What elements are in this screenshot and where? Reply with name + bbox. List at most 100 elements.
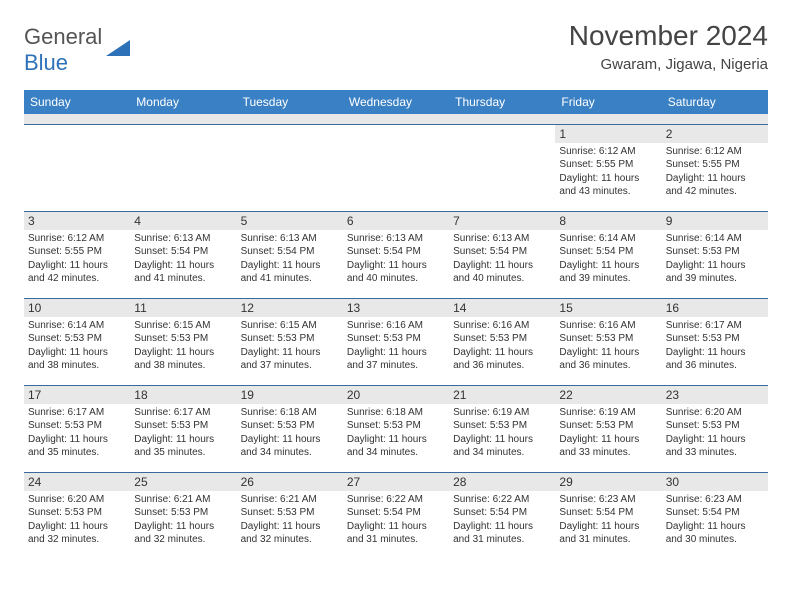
sunrise-text: Sunrise: 6:23 AM [559,493,657,507]
sunset-text: Sunset: 5:53 PM [134,506,232,520]
day-number: 8 [555,212,661,230]
day-detail: Sunrise: 6:13 AMSunset: 5:54 PMDaylight:… [453,232,551,286]
day-cell [130,124,236,211]
day-detail: Sunrise: 6:13 AMSunset: 5:54 PMDaylight:… [241,232,339,286]
sunset-text: Sunset: 5:54 PM [453,245,551,259]
week-row: 24Sunrise: 6:20 AMSunset: 5:53 PMDayligh… [24,472,768,559]
sunrise-text: Sunrise: 6:13 AM [134,232,232,246]
day-cell: 23 Sunrise: 6:20 AMSunset: 5:53 PMDayligh… [662,385,768,472]
daylight-text: Daylight: 11 hours and 40 minutes. [347,259,445,286]
header: General Blue November 2024 Gwaram, Jigaw… [24,20,768,76]
sunset-text: Sunset: 5:53 PM [241,506,339,520]
day-number: 24 [24,473,130,491]
daylight-text: Daylight: 11 hours and 34 minutes. [347,433,445,460]
day-number: 4 [130,212,236,230]
day-cell: 9Sunrise: 6:14 AMSunset: 5:53 PMDaylight… [662,211,768,298]
sunset-text: Sunset: 5:54 PM [559,506,657,520]
daylight-text: Daylight: 11 hours and 31 minutes. [347,520,445,547]
daylight-text: Daylight: 11 hours and 30 minutes. [666,520,764,547]
day-header-fri: Friday [555,90,661,114]
daylight-text: Daylight: 11 hours and 33 minutes. [666,433,764,460]
sunset-text: Sunset: 5:55 PM [559,158,657,172]
day-number: 18 [130,386,236,404]
day-detail: Sunrise: 6:16 AMSunset: 5:53 PMDaylight:… [453,319,551,373]
day-cell: 4Sunrise: 6:13 AMSunset: 5:54 PMDaylight… [130,211,236,298]
sunrise-text: Sunrise: 6:19 AM [453,406,551,420]
daylight-text: Daylight: 11 hours and 37 minutes. [347,346,445,373]
month-title: November 2024 [569,20,768,52]
day-cell: 14Sunrise: 6:16 AMSunset: 5:53 PMDayligh… [449,298,555,385]
sunset-text: Sunset: 5:53 PM [134,419,232,433]
daylight-text: Daylight: 11 hours and 38 minutes. [28,346,126,373]
day-cell: 5 Sunrise: 6:13 AMSunset: 5:54 PMDaylight… [237,211,343,298]
sunrise-text: Sunrise: 6:17 AM [134,406,232,420]
day-number: 10 [24,299,130,317]
day-header-row: Sunday Monday Tuesday Wednesday Thursday… [24,90,768,114]
day-cell: 18 Sunrise: 6:17 AMSunset: 5:53 PMDayligh… [130,385,236,472]
daylight-text: Daylight: 11 hours and 35 minutes. [134,433,232,460]
sunset-text: Sunset: 5:53 PM [347,419,445,433]
sunrise-text: Sunrise: 6:20 AM [28,493,126,507]
sunset-text: Sunset: 5:53 PM [453,419,551,433]
location: Gwaram, Jigawa, Nigeria [569,56,768,73]
day-number: 27 [343,473,449,491]
logo-text-1: General [24,24,102,49]
day-detail: Sunrise: 6:22 AMSunset: 5:54 PMDaylight:… [347,493,445,547]
day-detail: Sunrise: 6:17 AMSunset: 5:53 PMDaylight:… [28,406,126,460]
daylight-text: Daylight: 11 hours and 36 minutes. [559,346,657,373]
daylight-text: Daylight: 11 hours and 33 minutes. [559,433,657,460]
sunrise-text: Sunrise: 6:13 AM [347,232,445,246]
day-cell: 3Sunrise: 6:12 AMSunset: 5:55 PMDaylight… [24,211,130,298]
sunset-text: Sunset: 5:53 PM [28,332,126,346]
day-header-sat: Saturday [662,90,768,114]
spacer-row [24,114,768,124]
day-cell: 19Sunrise: 6:18 AMSunset: 5:53 PMDayligh… [237,385,343,472]
sunrise-text: Sunrise: 6:14 AM [666,232,764,246]
logo-text-2: Blue [24,50,68,75]
sunrise-text: Sunrise: 6:18 AM [241,406,339,420]
sunset-text: Sunset: 5:54 PM [453,506,551,520]
day-detail: Sunrise: 6:14 AMSunset: 5:54 PMDaylight:… [559,232,657,286]
day-header-mon: Monday [130,90,236,114]
day-detail: Sunrise: 6:22 AMSunset: 5:54 PMDaylight:… [453,493,551,547]
sunrise-text: Sunrise: 6:16 AM [453,319,551,333]
daylight-text: Daylight: 11 hours and 41 minutes. [241,259,339,286]
day-number: 5 [237,212,343,230]
day-detail: Sunrise: 6:14 AMSunset: 5:53 PMDaylight:… [28,319,126,373]
sunrise-text: Sunrise: 6:13 AM [241,232,339,246]
daylight-text: Daylight: 11 hours and 31 minutes. [559,520,657,547]
daylight-text: Daylight: 11 hours and 36 minutes. [666,346,764,373]
day-cell [24,124,130,211]
sunset-text: Sunset: 5:53 PM [28,506,126,520]
day-cell: 16 Sunrise: 6:17 AMSunset: 5:53 PMDayligh… [662,298,768,385]
sunset-text: Sunset: 5:53 PM [453,332,551,346]
sunrise-text: Sunrise: 6:12 AM [666,145,764,159]
day-number: 16 [662,299,768,317]
day-detail: Sunrise: 6:17 AMSunset: 5:53 PMDaylight:… [666,319,764,373]
day-cell: 30Sunrise: 6:23 AMSunset: 5:54 PMDayligh… [662,472,768,559]
day-number: 23 [662,386,768,404]
day-cell: 28Sunrise: 6:22 AMSunset: 5:54 PMDayligh… [449,472,555,559]
day-cell: 29Sunrise: 6:23 AMSunset: 5:54 PMDayligh… [555,472,661,559]
daylight-text: Daylight: 11 hours and 37 minutes. [241,346,339,373]
sunset-text: Sunset: 5:55 PM [666,158,764,172]
week-row: 1Sunrise: 6:12 AMSunset: 5:55 PMDaylight… [24,124,768,211]
sunrise-text: Sunrise: 6:21 AM [134,493,232,507]
daylight-text: Daylight: 11 hours and 39 minutes. [559,259,657,286]
day-number: 7 [449,212,555,230]
sunrise-text: Sunrise: 6:15 AM [241,319,339,333]
day-detail: Sunrise: 6:19 AMSunset: 5:53 PMDaylight:… [559,406,657,460]
day-cell: 27 Sunrise: 6:22 AMSunset: 5:54 PMDayligh… [343,472,449,559]
day-number: 17 [24,386,130,404]
day-header-tue: Tuesday [237,90,343,114]
day-cell: 8 Sunrise: 6:14 AMSunset: 5:54 PMDaylight… [555,211,661,298]
sunrise-text: Sunrise: 6:17 AM [28,406,126,420]
sunset-text: Sunset: 5:53 PM [559,332,657,346]
day-detail: Sunrise: 6:20 AMSunset: 5:53 PMDaylight:… [666,406,764,460]
day-cell: 22Sunrise: 6:19 AMSunset: 5:53 PMDayligh… [555,385,661,472]
day-number: 3 [24,212,130,230]
day-cell: 15Sunrise: 6:16 AMSunset: 5:53 PMDayligh… [555,298,661,385]
day-detail: Sunrise: 6:23 AMSunset: 5:54 PMDaylight:… [559,493,657,547]
sunrise-text: Sunrise: 6:18 AM [347,406,445,420]
sunrise-text: Sunrise: 6:12 AM [28,232,126,246]
